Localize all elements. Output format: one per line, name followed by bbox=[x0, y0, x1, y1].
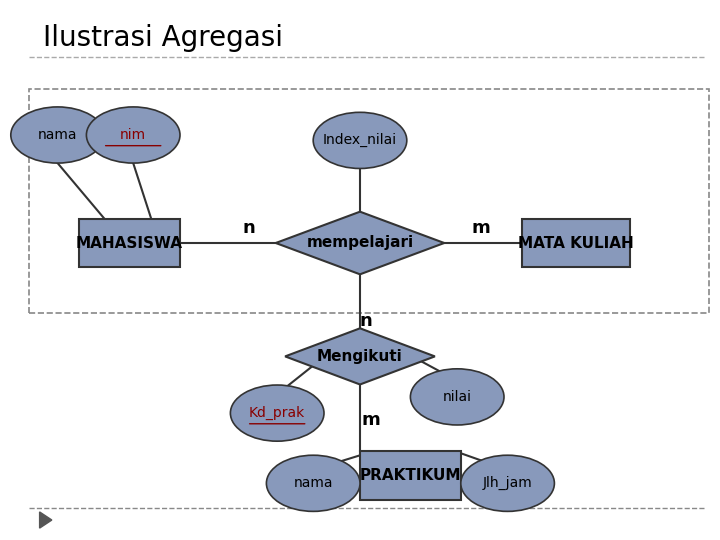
FancyBboxPatch shape bbox=[79, 219, 180, 267]
Text: nama: nama bbox=[38, 128, 77, 142]
Text: mempelajari: mempelajari bbox=[307, 235, 413, 251]
Text: m: m bbox=[472, 219, 490, 237]
Ellipse shape bbox=[11, 107, 104, 163]
Text: n: n bbox=[359, 312, 372, 330]
Text: nim: nim bbox=[120, 128, 146, 142]
Ellipse shape bbox=[86, 107, 180, 163]
Polygon shape bbox=[285, 328, 435, 384]
Text: Mengikuti: Mengikuti bbox=[317, 349, 403, 364]
Polygon shape bbox=[276, 212, 444, 274]
Ellipse shape bbox=[313, 112, 407, 168]
Text: PRAKTIKUM: PRAKTIKUM bbox=[360, 468, 461, 483]
FancyBboxPatch shape bbox=[522, 219, 630, 267]
FancyBboxPatch shape bbox=[360, 451, 461, 500]
Text: Jlh_jam: Jlh_jam bbox=[482, 476, 533, 490]
Ellipse shape bbox=[230, 385, 324, 441]
Text: nilai: nilai bbox=[443, 390, 472, 404]
Polygon shape bbox=[40, 512, 52, 528]
Ellipse shape bbox=[461, 455, 554, 511]
Text: Kd_prak: Kd_prak bbox=[249, 406, 305, 420]
Text: Ilustrasi Agregasi: Ilustrasi Agregasi bbox=[43, 24, 283, 52]
Text: n: n bbox=[242, 219, 255, 237]
Text: Index_nilai: Index_nilai bbox=[323, 133, 397, 147]
Ellipse shape bbox=[410, 369, 504, 425]
Ellipse shape bbox=[266, 455, 360, 511]
Text: nama: nama bbox=[294, 476, 333, 490]
Text: m: m bbox=[361, 411, 380, 429]
Text: MATA KULIAH: MATA KULIAH bbox=[518, 235, 634, 251]
Text: MAHASISWA: MAHASISWA bbox=[76, 235, 183, 251]
